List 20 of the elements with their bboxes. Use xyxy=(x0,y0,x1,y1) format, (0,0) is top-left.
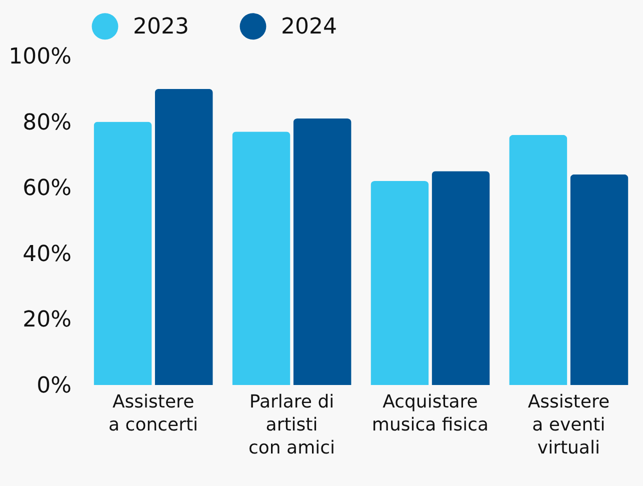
y-tick-label: 40% xyxy=(22,242,72,267)
y-tick-label: 20% xyxy=(22,308,72,333)
x-tick-label: Parlare di artisti con amici xyxy=(248,392,336,458)
legend-label: 2023 xyxy=(133,14,189,40)
bar xyxy=(94,122,152,385)
x-tick-label: Acquistare musica fisica xyxy=(372,392,489,436)
legend-label: 2024 xyxy=(281,14,337,40)
bar xyxy=(570,174,628,385)
y-tick-label: 60% xyxy=(22,176,72,202)
x-tick-label: Assistere a concerti xyxy=(108,392,198,436)
x-tick-label: Assistere a eventi virtuali xyxy=(528,392,610,458)
y-tick-label: 80% xyxy=(22,110,72,136)
bar xyxy=(370,181,429,385)
bar xyxy=(232,132,290,385)
bar xyxy=(154,88,213,385)
bar xyxy=(293,118,352,385)
y-tick-label: 100% xyxy=(8,44,72,70)
bar xyxy=(432,171,490,385)
y-tick-label: 0% xyxy=(36,374,72,398)
bar xyxy=(509,134,568,385)
